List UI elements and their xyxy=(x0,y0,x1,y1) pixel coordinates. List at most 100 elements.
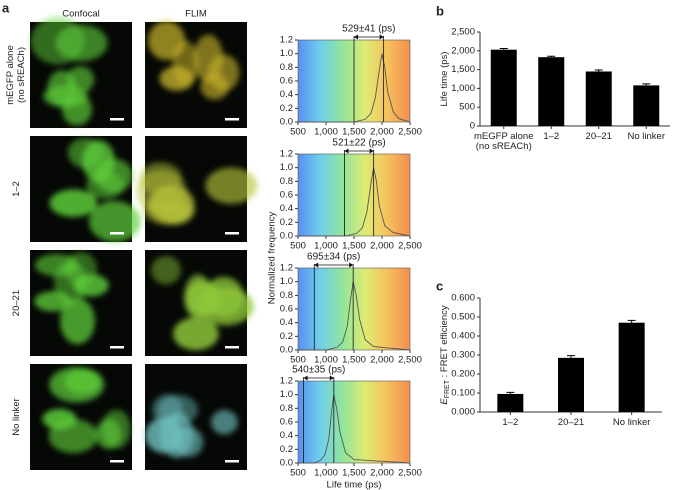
row-label-line: (no sREACh) xyxy=(16,47,27,103)
cells xyxy=(145,394,238,458)
y-tick-label: 1.0 xyxy=(280,276,293,287)
y-tick-label: 0.6 xyxy=(280,76,293,87)
bar xyxy=(585,71,612,126)
y-tick-label: 0.8 xyxy=(280,290,293,301)
cell xyxy=(200,73,229,100)
x-tick-label-line: mEGFP alone xyxy=(474,131,534,142)
spectrum-background xyxy=(298,268,410,350)
x-tick-label: 20–21 xyxy=(558,417,584,428)
y-axis-label: EFRET : FRET efficiency xyxy=(439,305,452,404)
bar xyxy=(490,49,517,127)
y-tick-label: 0.000 xyxy=(451,407,475,418)
cells xyxy=(147,21,240,100)
y-tick-label: 0.0 xyxy=(280,345,293,356)
row-label-line: 20–21 xyxy=(11,290,22,316)
x-tick-label: No linker xyxy=(628,131,666,142)
annotation: 540±35 (ps) xyxy=(292,365,345,376)
bar xyxy=(558,357,584,412)
y-tick-label: 1.2 xyxy=(280,149,293,160)
y-tick-label: 0.200 xyxy=(451,369,475,380)
cell xyxy=(30,17,85,65)
cell xyxy=(101,409,131,449)
y-axis-label: Normalized frequency xyxy=(267,212,278,305)
cell xyxy=(150,255,181,285)
frequency-curve xyxy=(298,394,411,464)
y-tick-label: 0.8 xyxy=(280,62,293,73)
y-tick-label: 1.0 xyxy=(280,48,293,59)
y-tick-label: 1,000 xyxy=(451,83,475,94)
scale-bar xyxy=(225,232,239,235)
row-label: 1–2 xyxy=(11,181,22,197)
row-label-line: mEGFP alone xyxy=(5,45,16,105)
x-tick-label-line: No linker xyxy=(628,131,666,142)
y-tick-label: 0.6 xyxy=(280,304,293,315)
cell xyxy=(147,21,186,61)
cells xyxy=(42,366,131,454)
y-tick-label: 0.0 xyxy=(280,117,293,128)
y-tick-label: 0.2 xyxy=(280,444,293,455)
x-tick-label: 20–21 xyxy=(586,131,612,142)
cell xyxy=(151,394,184,426)
y-tick-label: 0.4 xyxy=(280,89,293,100)
frequency-curve xyxy=(298,167,411,237)
y-tick-label: 0.400 xyxy=(451,331,475,342)
cell xyxy=(145,417,184,454)
cells xyxy=(150,255,254,351)
x-tick-label: 2,000 xyxy=(370,468,394,479)
cell xyxy=(34,253,79,277)
frequency-curve xyxy=(298,53,411,123)
cell xyxy=(49,189,98,217)
panel-label: a xyxy=(2,0,10,15)
error-bar xyxy=(594,69,603,72)
cell xyxy=(173,317,219,351)
annotation: 521±22 (ps) xyxy=(332,138,385,149)
y-axis-label: Life time (ps) xyxy=(439,52,450,107)
row-label-line: No linker xyxy=(11,398,22,436)
error-bar xyxy=(499,48,508,50)
x-tick-label: 1,500 xyxy=(342,127,366,138)
y-tick-label: 0.100 xyxy=(451,388,475,399)
x-tick-label: 500 xyxy=(290,127,306,138)
y-tick-label: 0.300 xyxy=(451,350,475,361)
y-tick-label: 1.2 xyxy=(280,263,293,274)
y-axis-label-part: Life time (ps) xyxy=(439,52,450,107)
scale-bar xyxy=(110,460,124,463)
cell xyxy=(34,291,72,312)
y-tick-label: 2,500 xyxy=(451,27,475,38)
x-tick-label: 1–2 xyxy=(502,417,518,428)
cell xyxy=(88,200,141,242)
y-tick-label: 0.4 xyxy=(280,317,293,328)
y-axis-label-part: : FRET efficiency xyxy=(439,305,450,380)
bar xyxy=(538,57,565,126)
x-axis-label: Life time (ps) xyxy=(327,480,382,490)
row-label-line: 1–2 xyxy=(11,181,22,197)
error-bar xyxy=(627,319,636,323)
y-tick-label: 0.8 xyxy=(280,403,293,414)
annotation: 695±34 (ps) xyxy=(307,252,360,263)
y-tick-label: 0.2 xyxy=(280,331,293,342)
y-tick-label: 0.500 xyxy=(451,312,475,323)
row-label: No linker xyxy=(11,398,22,436)
x-tick-label: 1,500 xyxy=(342,468,366,479)
cell xyxy=(73,274,109,297)
y-tick-label: 500 xyxy=(459,102,475,113)
x-tick-label: 2,000 xyxy=(370,241,394,252)
arrow-head xyxy=(314,262,354,268)
x-tick-label: mEGFP alone (no sREACh) xyxy=(474,131,534,152)
y-tick-label: 0.600 xyxy=(451,293,475,304)
column-header: Confocal xyxy=(62,9,100,20)
y-tick-label: 2,000 xyxy=(451,45,475,56)
y-tick-label: 0.4 xyxy=(280,430,293,441)
x-tick-label: 500 xyxy=(290,241,306,252)
cells xyxy=(136,162,258,225)
cell xyxy=(211,409,238,435)
error-bar xyxy=(506,391,515,394)
x-tick-label: 2,500 xyxy=(398,355,422,366)
x-tick-label: 2,500 xyxy=(398,468,422,479)
panel-label: b xyxy=(436,3,444,18)
y-axis-label-part: E xyxy=(439,398,450,405)
x-tick-label-line: 20–21 xyxy=(586,131,612,142)
cells xyxy=(49,137,141,242)
scale-bar xyxy=(110,118,124,121)
row-label: 20–21 xyxy=(11,290,22,316)
